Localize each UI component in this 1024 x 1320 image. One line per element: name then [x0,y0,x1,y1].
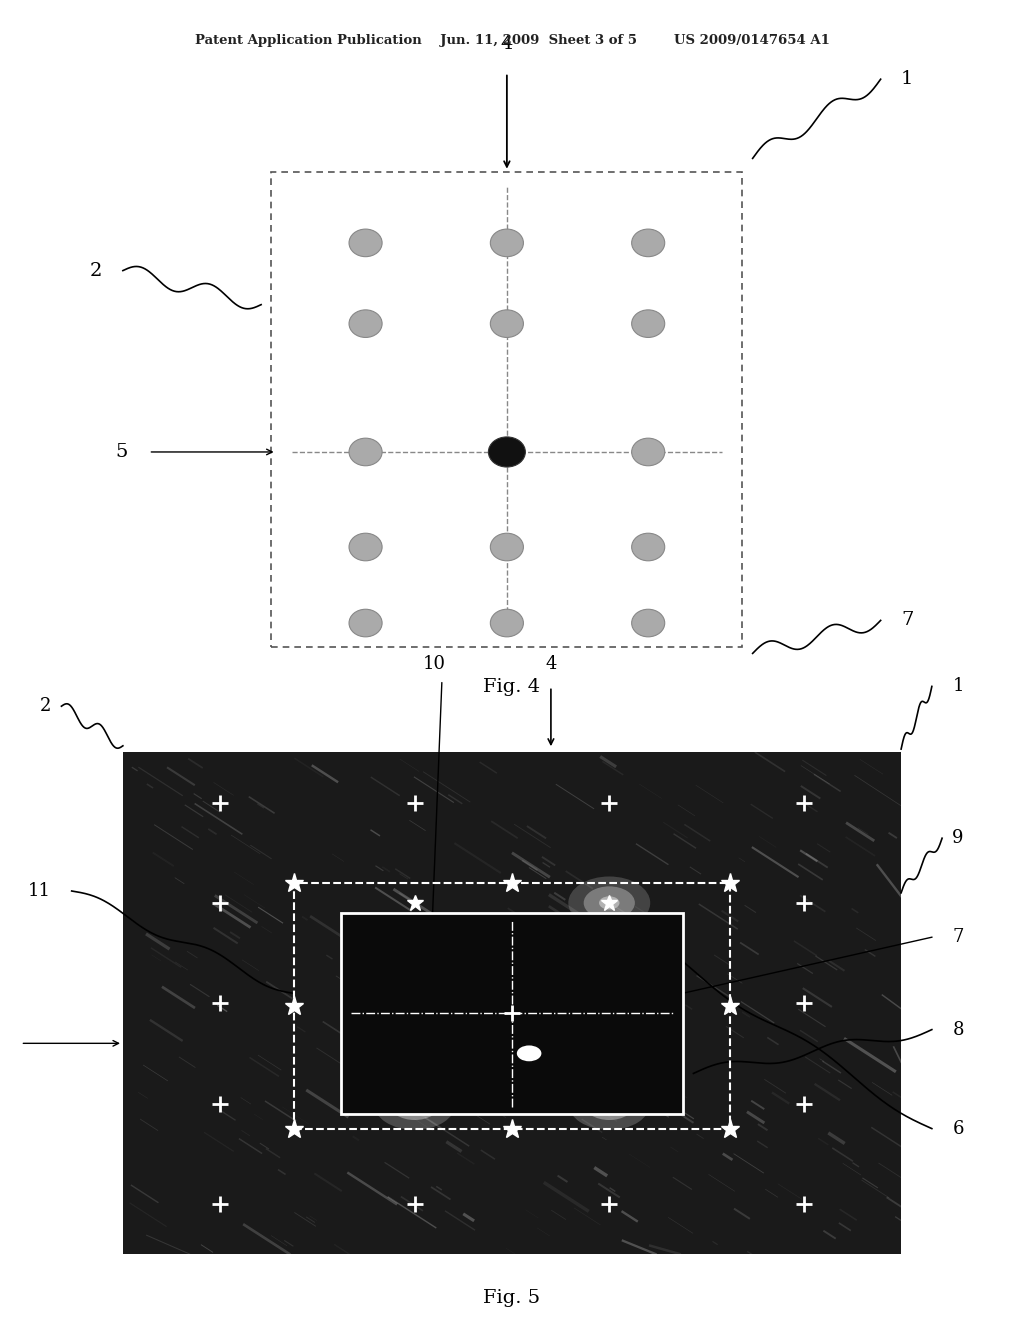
Ellipse shape [632,230,665,256]
Ellipse shape [349,533,382,561]
Ellipse shape [488,437,525,467]
Bar [294,883,730,1129]
Ellipse shape [632,533,665,561]
Text: Patent Application Publication    Jun. 11, 2009  Sheet 3 of 5        US 2009/014: Patent Application Publication Jun. 11, … [195,34,829,48]
Text: 7: 7 [901,611,913,630]
Text: 7: 7 [952,928,964,946]
Bar [341,913,683,1114]
FancyBboxPatch shape [271,172,742,647]
Text: 4: 4 [501,34,513,53]
Text: 2: 2 [90,261,102,280]
Text: 1: 1 [952,677,964,696]
Circle shape [599,1097,620,1110]
Text: 9: 9 [952,829,964,847]
Circle shape [389,1086,440,1119]
Text: 4: 4 [545,655,557,673]
Circle shape [584,1086,635,1119]
Text: 6: 6 [952,1119,964,1138]
Circle shape [584,887,635,919]
Text: 8: 8 [952,1020,964,1039]
Text: 5: 5 [116,444,128,461]
Text: 10: 10 [423,655,445,673]
Circle shape [517,1045,542,1061]
Ellipse shape [490,610,523,636]
Ellipse shape [632,610,665,636]
Ellipse shape [349,610,382,636]
Circle shape [568,876,650,929]
Circle shape [568,1077,650,1130]
Text: 11: 11 [29,882,51,900]
Ellipse shape [349,230,382,256]
Text: Fig. 4: Fig. 4 [483,678,541,697]
Circle shape [404,1097,425,1110]
Ellipse shape [490,230,523,256]
Circle shape [404,997,425,1010]
Circle shape [374,1077,456,1130]
Text: Fig. 5: Fig. 5 [483,1288,541,1307]
Circle shape [374,977,456,1030]
Circle shape [599,896,620,909]
Ellipse shape [349,438,382,466]
Ellipse shape [490,533,523,561]
Bar [123,752,901,1254]
Ellipse shape [490,310,523,338]
Text: 1: 1 [901,70,913,88]
Ellipse shape [632,438,665,466]
Circle shape [389,987,440,1019]
Text: 2: 2 [40,697,51,715]
Ellipse shape [632,310,665,338]
Ellipse shape [349,310,382,338]
